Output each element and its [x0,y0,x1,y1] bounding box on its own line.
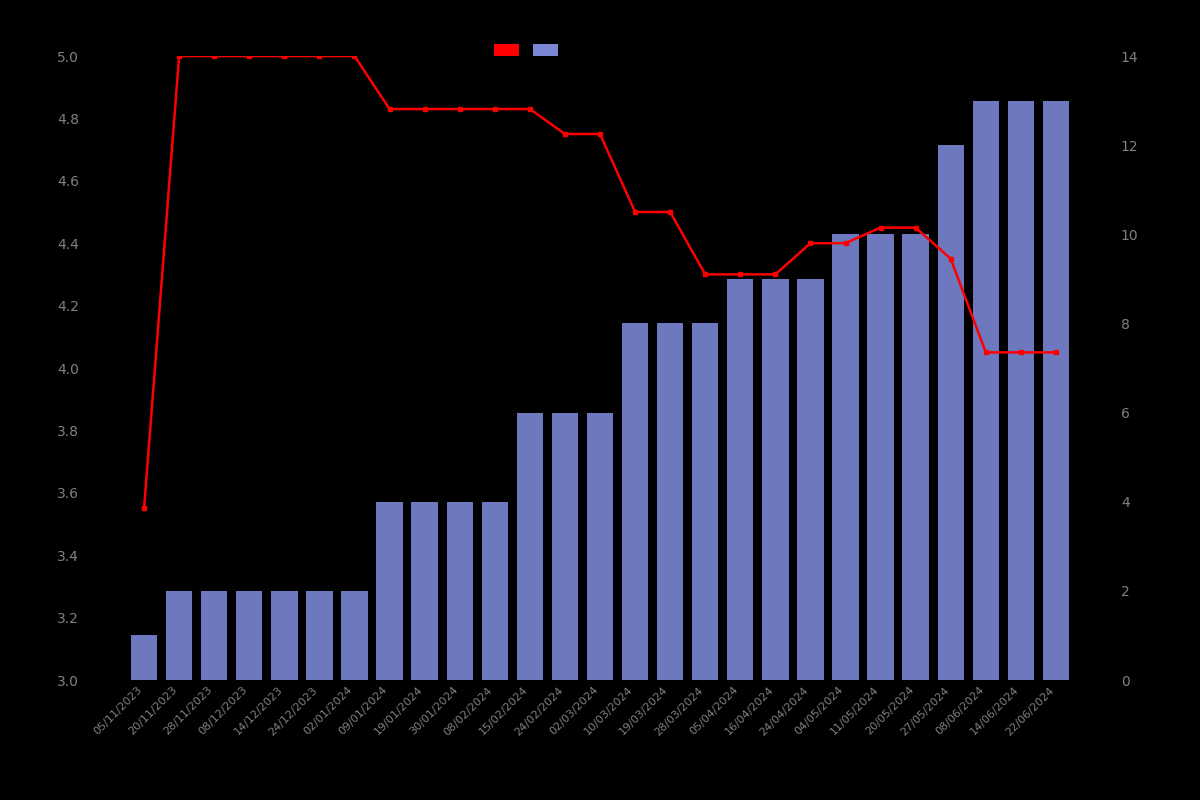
Bar [377,502,403,680]
Bar [656,323,683,680]
Bar [236,591,263,680]
Bar [341,591,367,680]
Bar [412,502,438,680]
Bar [868,234,894,680]
Bar [762,279,788,680]
Bar [973,101,998,680]
Bar [902,234,929,680]
Bar [131,635,157,680]
Bar [202,591,227,680]
Bar [692,323,719,680]
Bar [517,413,544,680]
Bar [797,279,823,680]
Bar [587,413,613,680]
Bar [1008,101,1034,680]
Legend: , : , [488,38,566,63]
Bar [271,591,298,680]
Bar [306,591,332,680]
Bar [727,279,754,680]
Bar [622,323,648,680]
Bar [833,234,859,680]
Bar [166,591,192,680]
Bar [1043,101,1069,680]
Bar [937,145,964,680]
Bar [481,502,508,680]
Bar [552,413,578,680]
Bar [446,502,473,680]
